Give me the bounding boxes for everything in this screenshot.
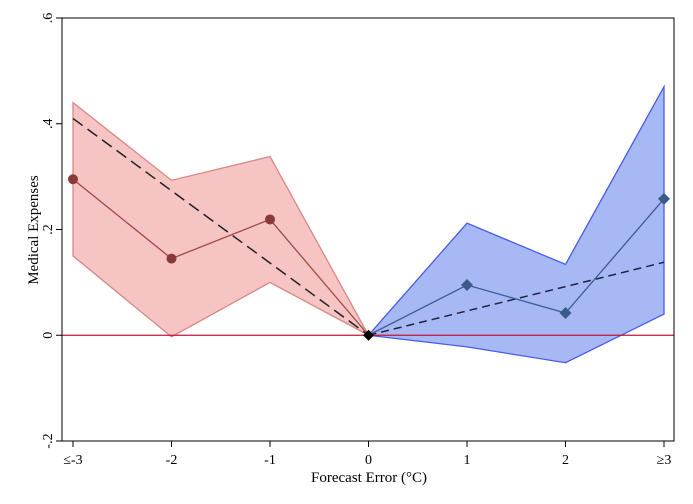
point-marker: [166, 253, 177, 264]
y-tick-label: -.2: [41, 433, 56, 448]
series-line-negative: [72, 178, 369, 336]
x-tick-label: 2: [562, 453, 569, 468]
x-tick-label: 0: [365, 453, 372, 468]
point-marker: [68, 174, 78, 185]
ci-band-positive: [367, 84, 665, 364]
trend-line-negative: [72, 117, 369, 336]
y-axis-title: Medical Expenses: [26, 175, 42, 285]
x-tick-label: -1: [264, 453, 276, 468]
series-line-positive: [368, 198, 665, 336]
center-point-marker: [363, 329, 374, 341]
x-tick-label: -2: [166, 453, 178, 468]
point-marker: [461, 279, 473, 292]
y-tick-label: .6: [41, 13, 56, 24]
point-marker: [559, 307, 572, 320]
plot-area: [62, 84, 674, 364]
x-axis-title: Forecast Error (°C): [311, 470, 427, 486]
x-tick-label: ≥3: [657, 453, 672, 468]
point-marker: [658, 192, 670, 205]
y-tick-label: .4: [41, 119, 56, 130]
y-tick-label: .2: [41, 224, 56, 235]
axes: ≤-3 -2 -1 0 1 2 ≥3 -.2 0 .2 .4 .6: [41, 13, 675, 468]
ci-band-negative: [72, 101, 371, 338]
y-tick-label: 0: [41, 332, 56, 339]
point-marker: [265, 214, 275, 225]
x-tick-label: 1: [464, 453, 471, 468]
trend-line-positive: [368, 261, 665, 336]
x-tick-label: ≤-3: [63, 453, 82, 468]
